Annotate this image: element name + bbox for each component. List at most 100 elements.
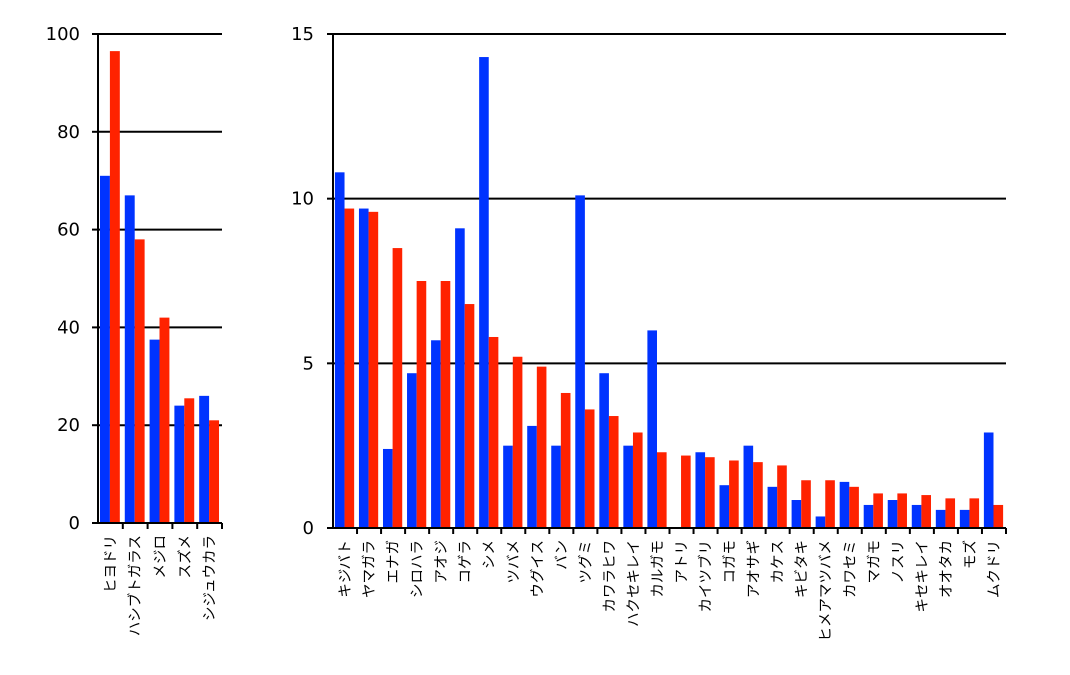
bar-series-1 <box>959 509 970 528</box>
bar-series-1 <box>743 445 754 528</box>
category-label: ノスリ <box>891 540 907 584</box>
bar-series-1 <box>839 481 850 528</box>
category-label: キジバト <box>338 540 354 598</box>
bar-series-2 <box>777 465 787 528</box>
category-label: マガモ <box>866 540 883 584</box>
bar-series-1 <box>382 448 393 528</box>
bar-series-2 <box>440 281 451 528</box>
y-tick-label: 20 <box>57 415 80 436</box>
category-label: ツバメ <box>506 540 522 584</box>
category-label: コゲラ <box>457 540 474 584</box>
category-label: キビタキ <box>794 540 811 598</box>
category-label: カワラヒワ <box>602 540 618 613</box>
category-label: ツグミ <box>577 540 594 584</box>
bar-series-1 <box>334 172 345 528</box>
category-label: モズ <box>962 540 979 569</box>
bar-series-1 <box>99 175 110 523</box>
bar-series-2 <box>921 495 931 528</box>
category-label: アトリ <box>675 540 691 584</box>
bar-series-2 <box>512 356 523 528</box>
bar-series-1 <box>863 504 874 528</box>
bar-series-1 <box>479 57 489 529</box>
bar-series-1 <box>887 500 898 528</box>
bar-series-1 <box>815 516 826 528</box>
y-tick-label: 0 <box>303 518 314 539</box>
y-tick-label: 40 <box>57 317 80 338</box>
category-label: シジュウカラ <box>202 535 219 621</box>
bar-series-1 <box>358 208 369 529</box>
category-label: カルガモ <box>649 540 666 598</box>
bar-series-2 <box>560 392 571 528</box>
bar-series-2 <box>632 432 643 528</box>
bar-series-2 <box>873 493 883 528</box>
bar-series-1 <box>431 340 441 528</box>
bar-series-2 <box>825 480 835 528</box>
category-label: オオタカ <box>938 540 955 598</box>
bar-series-1 <box>503 445 513 528</box>
bar-series-1 <box>174 405 185 523</box>
category-label: ムクドリ <box>986 540 1003 598</box>
category-label: ハシブトガラス <box>126 535 144 636</box>
bar-series-2 <box>159 317 170 523</box>
category-label: シロハラ <box>410 540 426 598</box>
bar-series-2 <box>464 304 475 528</box>
bar-series-2 <box>969 498 980 528</box>
bar-series-2 <box>608 416 619 528</box>
bar-series-1 <box>935 509 946 528</box>
bar-series-1 <box>149 339 160 524</box>
bar-series-1 <box>575 195 585 528</box>
bar-series-1 <box>407 373 417 528</box>
bar-series-2 <box>584 409 595 528</box>
y-tick-label: 10 <box>291 189 314 210</box>
category-label: ヒメアマツバメ <box>819 540 835 642</box>
bar-series-2 <box>209 420 220 523</box>
category-label: カケス <box>770 540 787 584</box>
bar-series-2 <box>729 460 739 528</box>
bar-series-1 <box>124 195 135 523</box>
category-label: アオジ <box>434 540 450 584</box>
category-label: メジロ <box>153 535 169 579</box>
bar-series-1 <box>791 500 802 528</box>
category-label: ヤマガラ <box>361 540 378 598</box>
y-tick-label: 60 <box>57 220 80 241</box>
bar-series-2 <box>368 211 379 528</box>
bar-series-2 <box>392 248 403 528</box>
bar-series-2 <box>416 281 427 528</box>
category-label: キセキレイ <box>915 540 931 613</box>
bar-series-1 <box>719 485 730 528</box>
right-bar-chart: 0 5 10 15 キジバト ヤマガラ エナガ シロハラ アオジ コゲラ シメ ツバメ ウグイス バン ツグ… <box>291 24 1007 642</box>
y-tick-label: 100 <box>46 24 80 45</box>
category-label: スズメ <box>177 535 194 579</box>
category-label: コガモ <box>722 540 739 584</box>
bar-series-2 <box>993 504 1004 528</box>
bar-series-1 <box>623 445 633 528</box>
bar-series-2 <box>849 486 859 528</box>
bar-series-2 <box>488 336 499 528</box>
bar-series-1 <box>551 445 561 528</box>
bar-series-1 <box>695 452 706 528</box>
category-label: ハクセキレイ <box>625 540 642 627</box>
category-label: ヒヨドリ <box>103 535 119 593</box>
category-label: カイツブリ <box>697 540 715 613</box>
category-label: アオサギ <box>746 540 763 598</box>
bar-series-1 <box>527 425 537 528</box>
category-label: カワセミ <box>843 540 859 598</box>
bar-series-2 <box>681 455 691 528</box>
bar-series-2 <box>753 462 763 528</box>
bar-series-2 <box>344 208 355 529</box>
category-label: シメ <box>482 540 498 569</box>
bar-series-2 <box>897 493 907 528</box>
bar-series-2 <box>705 457 715 528</box>
bar-series-2 <box>657 452 667 528</box>
category-label: エナガ <box>385 540 402 584</box>
bar-series-2 <box>134 239 145 523</box>
bar-series-1 <box>983 432 994 528</box>
category-label: ウグイス <box>529 540 546 598</box>
bar-series-1 <box>599 373 609 528</box>
bar-series-2 <box>801 480 811 528</box>
bar-series-1 <box>767 486 778 528</box>
bar-series-1 <box>455 228 465 528</box>
bar-series-2 <box>536 366 547 528</box>
bar-series-1 <box>911 504 922 528</box>
